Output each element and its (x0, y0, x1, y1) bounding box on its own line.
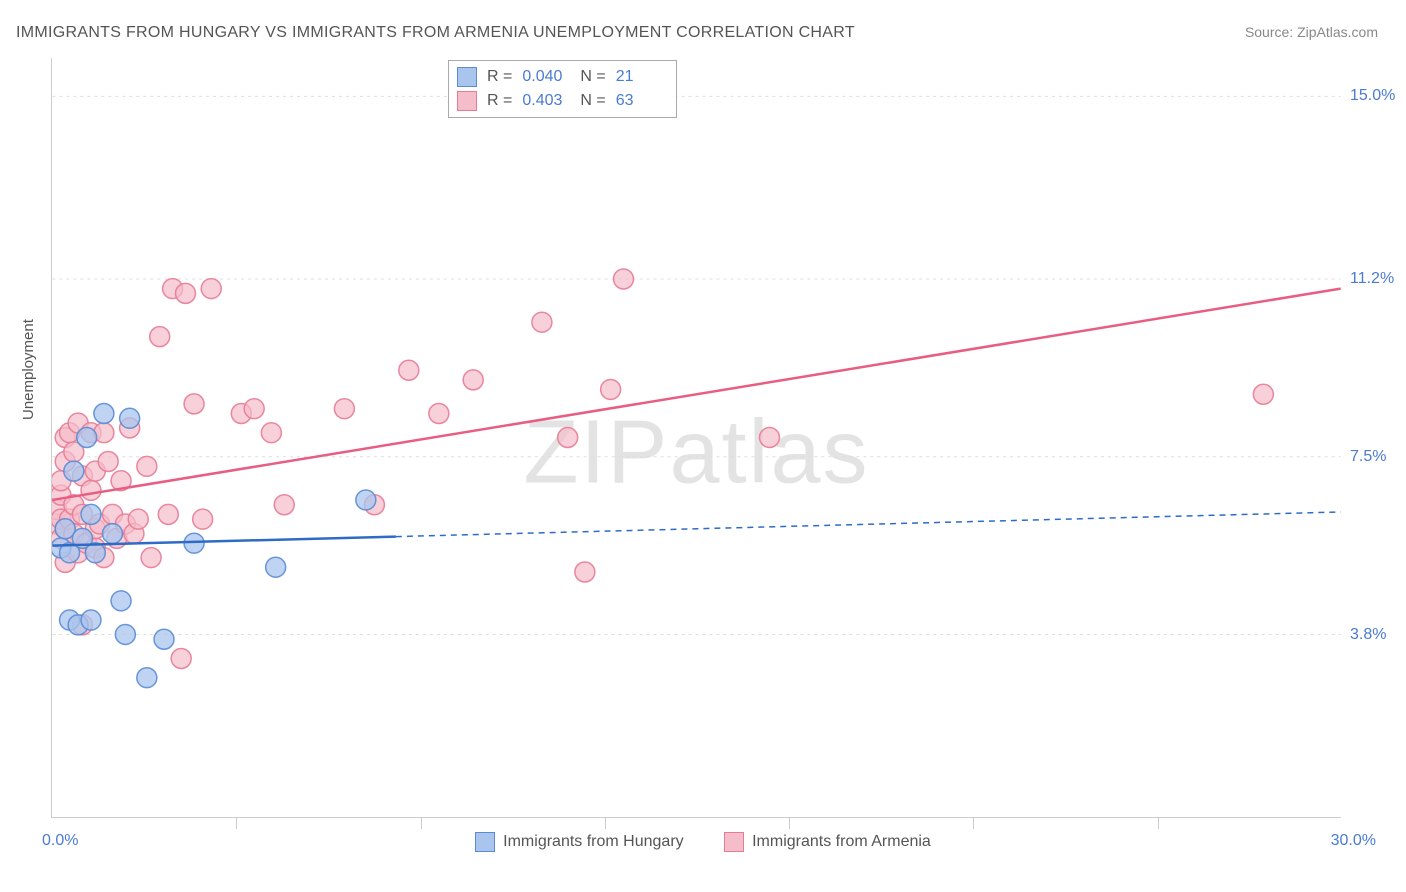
x-tick (421, 817, 422, 829)
y-tick-label: 11.2% (1350, 270, 1394, 288)
stats-row-hungary: R = 0.040 N = 21 (457, 65, 664, 89)
n-label: N = (580, 89, 605, 113)
legend-item-hungary: Immigrants from Hungary (475, 832, 684, 852)
y-tick-label: 7.5% (1350, 448, 1386, 466)
source-attribution: Source: ZipAtlas.com (1245, 24, 1378, 40)
x-tick (1158, 817, 1159, 829)
r-label: R = (487, 65, 512, 89)
x-tick (973, 817, 974, 829)
plot-area: ZIPatlas (51, 58, 1341, 818)
legend-label-hungary: Immigrants from Hungary (503, 833, 684, 851)
swatch-armenia-legend (724, 832, 744, 852)
r-value-armenia: 0.403 (522, 89, 570, 113)
y-tick-label: 15.0% (1350, 87, 1395, 105)
legend-label-armenia: Immigrants from Armenia (752, 833, 931, 851)
n-value-hungary: 21 (616, 65, 664, 89)
y-axis-label: Unemployment (20, 319, 37, 420)
x-tick (605, 817, 606, 829)
legend-item-armenia: Immigrants from Armenia (724, 832, 931, 852)
stats-row-armenia: R = 0.403 N = 63 (457, 89, 664, 113)
swatch-armenia (457, 91, 477, 111)
chart-svg (52, 58, 1341, 817)
x-tick (236, 817, 237, 829)
bottom-legend: Immigrants from Hungary Immigrants from … (0, 832, 1406, 857)
y-tick-label: 3.8% (1350, 626, 1386, 644)
stats-legend-box: R = 0.040 N = 21 R = 0.403 N = 63 (448, 60, 677, 118)
n-value-armenia: 63 (616, 89, 664, 113)
r-value-hungary: 0.040 (522, 65, 570, 89)
r-label: R = (487, 89, 512, 113)
x-tick (789, 817, 790, 829)
n-label: N = (580, 65, 605, 89)
swatch-hungary (457, 67, 477, 87)
swatch-hungary-legend (475, 832, 495, 852)
chart-title: IMMIGRANTS FROM HUNGARY VS IMMIGRANTS FR… (16, 24, 855, 42)
